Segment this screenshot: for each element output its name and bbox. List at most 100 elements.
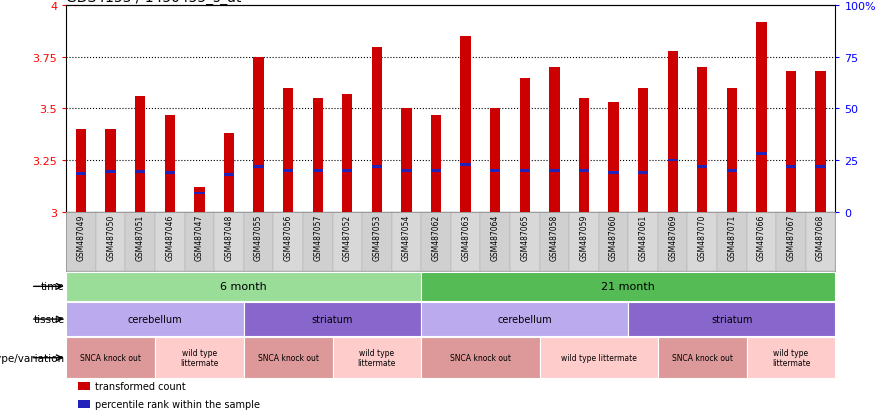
Bar [520,78,530,212]
Bar [422,303,629,336]
Bar [667,52,678,212]
Bar [332,337,422,378]
Bar [756,23,766,212]
Text: GSM487057: GSM487057 [313,214,323,260]
Bar [342,95,353,212]
Bar [431,115,441,212]
Bar [815,72,826,212]
Bar [786,72,796,212]
Bar [629,303,835,336]
Bar [283,169,293,172]
Bar [717,212,747,271]
Text: GSM487058: GSM487058 [550,214,559,260]
Bar [401,169,412,172]
Bar [549,169,560,172]
Bar [105,171,116,173]
Bar [244,337,332,378]
Text: SNCA knock out: SNCA knock out [80,354,141,362]
Text: GSM487048: GSM487048 [225,214,233,260]
Bar [401,109,412,212]
Bar [658,337,747,378]
Text: GSM487071: GSM487071 [728,214,736,260]
Bar [135,171,146,173]
Text: GSM487066: GSM487066 [757,214,766,260]
Text: GSM487052: GSM487052 [343,214,352,260]
Bar [422,337,539,378]
Bar [756,153,766,156]
Text: wild type littermate: wild type littermate [560,354,636,362]
Bar [638,171,648,174]
Bar [155,337,244,378]
Bar [638,89,648,212]
Text: GSM487068: GSM487068 [816,214,825,260]
Bar [66,212,95,271]
Bar [78,382,90,390]
Text: GSM487069: GSM487069 [668,214,677,260]
Bar [697,68,707,212]
Text: GSM487064: GSM487064 [491,214,499,260]
Bar [786,165,796,168]
Bar [579,169,589,172]
Bar [598,212,629,271]
Bar [185,212,214,271]
Bar [539,337,658,378]
Text: wild type
littermate: wild type littermate [180,348,218,368]
Bar [194,188,204,212]
Bar [520,169,530,172]
Text: GSM487050: GSM487050 [106,214,115,260]
Bar [254,58,263,212]
Bar [569,212,598,271]
Text: SNCA knock out: SNCA knock out [672,354,733,362]
Text: tissue: tissue [34,314,65,324]
Bar [727,89,737,212]
Text: GSM487061: GSM487061 [638,214,648,260]
Text: 21 month: 21 month [601,282,655,292]
Bar [313,169,323,172]
Bar [283,89,293,212]
Bar [549,68,560,212]
Text: striatum: striatum [312,314,354,324]
Bar [105,130,116,212]
Text: GSM487054: GSM487054 [402,214,411,260]
Text: GSM487047: GSM487047 [194,214,204,260]
Bar [371,165,382,168]
Bar [66,303,244,336]
Bar [244,212,273,271]
Bar [392,212,422,271]
Bar [78,400,90,408]
Bar [164,172,175,175]
Bar [461,37,471,212]
Bar [371,47,382,212]
Bar [461,163,471,166]
Text: GSM487065: GSM487065 [521,214,530,260]
Bar [490,109,500,212]
Bar [66,272,422,301]
Bar [244,303,422,336]
Bar [303,212,332,271]
Bar [224,173,234,176]
Bar [490,169,500,172]
Bar [667,159,678,162]
Text: GSM487056: GSM487056 [284,214,293,260]
Text: GSM487067: GSM487067 [787,214,796,260]
Text: GSM487070: GSM487070 [697,214,707,260]
Bar [806,212,835,271]
Bar [658,212,688,271]
Text: percentile rank within the sample: percentile rank within the sample [95,399,260,409]
Bar [362,212,392,271]
Text: genotype/variation: genotype/variation [0,353,65,363]
Bar [608,171,619,174]
Text: 6 month: 6 month [220,282,267,292]
Text: GDS4153 / 1450455_s_at: GDS4153 / 1450455_s_at [66,0,241,5]
Text: SNCA knock out: SNCA knock out [450,354,511,362]
Bar [224,134,234,212]
Text: GSM487046: GSM487046 [165,214,174,260]
Bar [480,212,510,271]
Bar [422,212,451,271]
Bar [688,212,717,271]
Bar [76,173,87,176]
Text: GSM487060: GSM487060 [609,214,618,260]
Bar [313,99,323,212]
Bar [451,212,480,271]
Text: cerebellum: cerebellum [127,314,182,324]
